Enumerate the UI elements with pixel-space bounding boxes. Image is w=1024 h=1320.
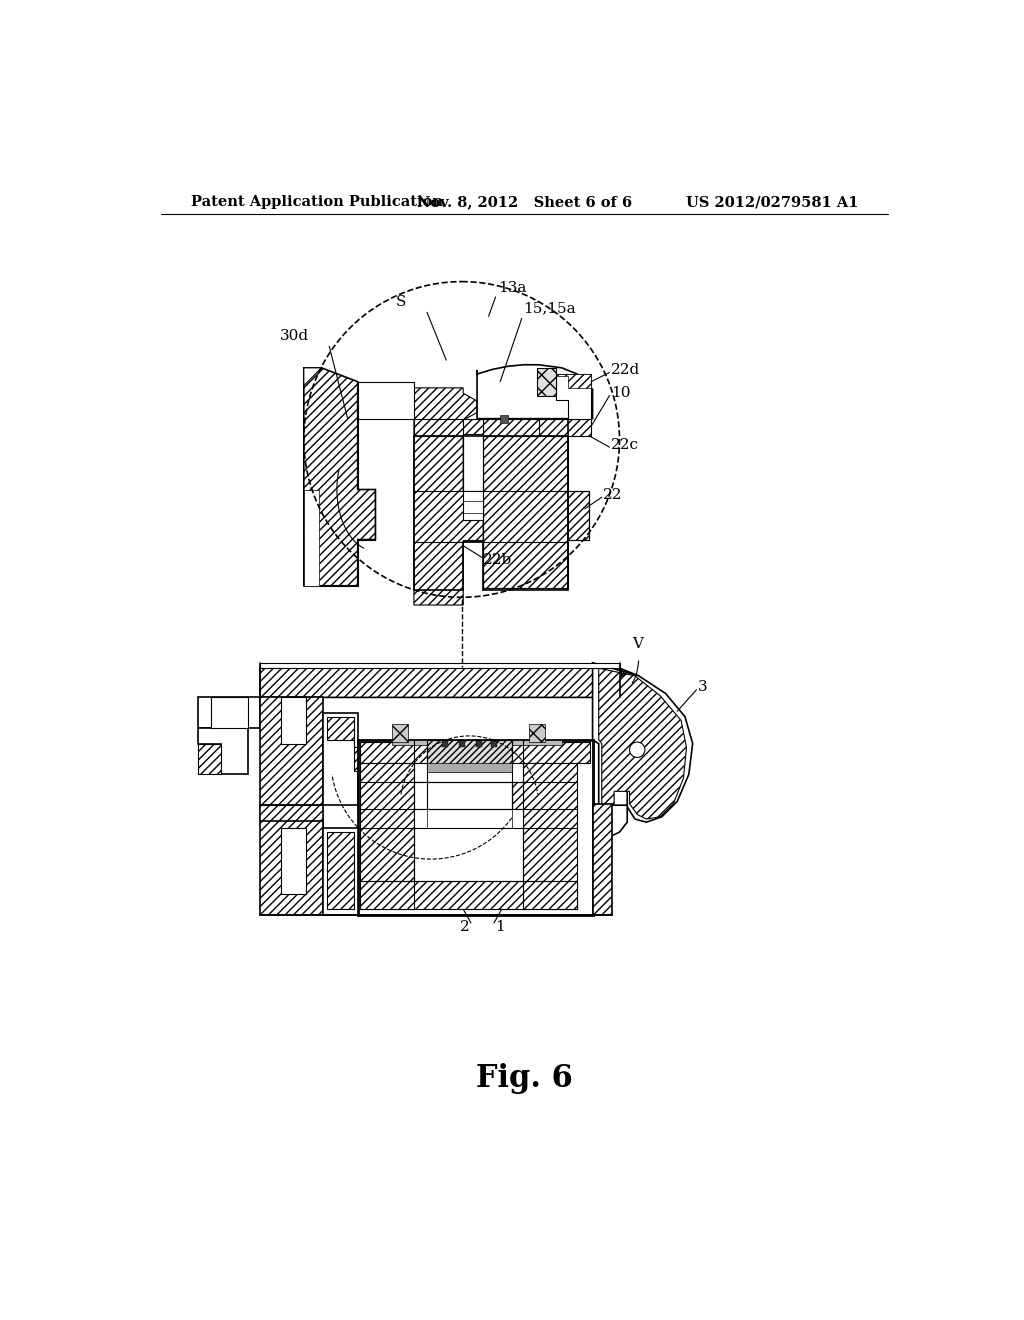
Polygon shape — [475, 742, 481, 747]
Polygon shape — [556, 374, 591, 388]
Polygon shape — [459, 742, 465, 747]
Polygon shape — [327, 717, 388, 771]
Polygon shape — [199, 743, 221, 775]
Polygon shape — [414, 418, 591, 436]
Text: 30d: 30d — [281, 329, 309, 343]
Polygon shape — [260, 697, 323, 805]
Polygon shape — [500, 414, 508, 422]
Polygon shape — [199, 697, 260, 729]
Polygon shape — [556, 374, 591, 418]
Text: S: S — [396, 296, 407, 309]
Polygon shape — [463, 434, 483, 491]
Text: Patent Application Publication: Patent Application Publication — [190, 195, 442, 210]
Polygon shape — [260, 805, 323, 840]
Polygon shape — [512, 763, 578, 909]
Polygon shape — [323, 713, 392, 805]
Text: 15,15a: 15,15a — [523, 301, 575, 315]
Polygon shape — [360, 763, 427, 909]
Polygon shape — [260, 668, 646, 697]
Polygon shape — [599, 668, 686, 818]
Text: V: V — [633, 636, 644, 651]
Polygon shape — [599, 805, 628, 837]
Text: 22: 22 — [603, 488, 623, 502]
Polygon shape — [538, 368, 556, 396]
Polygon shape — [414, 809, 427, 829]
Text: 22c: 22c — [611, 438, 639, 451]
Text: 13a: 13a — [499, 281, 527, 296]
Text: 22d: 22d — [611, 363, 640, 378]
Polygon shape — [304, 385, 376, 586]
Polygon shape — [414, 781, 512, 809]
Polygon shape — [323, 829, 357, 915]
Polygon shape — [304, 368, 322, 385]
Polygon shape — [529, 725, 545, 742]
Polygon shape — [463, 491, 483, 520]
Polygon shape — [483, 434, 589, 589]
Circle shape — [630, 742, 645, 758]
Polygon shape — [392, 739, 562, 744]
Polygon shape — [441, 742, 447, 747]
Polygon shape — [357, 381, 414, 418]
Polygon shape — [427, 763, 512, 772]
Polygon shape — [304, 490, 319, 586]
Text: 22b: 22b — [483, 553, 512, 566]
Polygon shape — [281, 697, 306, 743]
Circle shape — [304, 281, 620, 597]
Polygon shape — [360, 880, 578, 909]
Text: Nov. 8, 2012   Sheet 6 of 6: Nov. 8, 2012 Sheet 6 of 6 — [417, 195, 633, 210]
Polygon shape — [360, 742, 590, 763]
Polygon shape — [593, 804, 611, 915]
Polygon shape — [260, 663, 620, 668]
Text: 10: 10 — [611, 387, 631, 400]
Polygon shape — [304, 368, 376, 586]
Polygon shape — [199, 729, 248, 775]
Polygon shape — [260, 821, 323, 915]
Polygon shape — [211, 697, 248, 729]
Text: 2: 2 — [460, 920, 469, 933]
Text: US 2012/0279581 A1: US 2012/0279581 A1 — [686, 195, 859, 210]
Polygon shape — [327, 832, 354, 909]
Text: Fig. 6: Fig. 6 — [476, 1063, 573, 1094]
Polygon shape — [357, 739, 593, 915]
Polygon shape — [593, 663, 692, 822]
Polygon shape — [281, 829, 306, 894]
Polygon shape — [512, 809, 523, 829]
Polygon shape — [414, 388, 483, 605]
Polygon shape — [477, 364, 593, 418]
Polygon shape — [427, 739, 512, 771]
Polygon shape — [392, 725, 408, 742]
Text: 3: 3 — [698, 680, 708, 693]
Polygon shape — [490, 742, 497, 747]
Text: 1: 1 — [496, 920, 505, 933]
